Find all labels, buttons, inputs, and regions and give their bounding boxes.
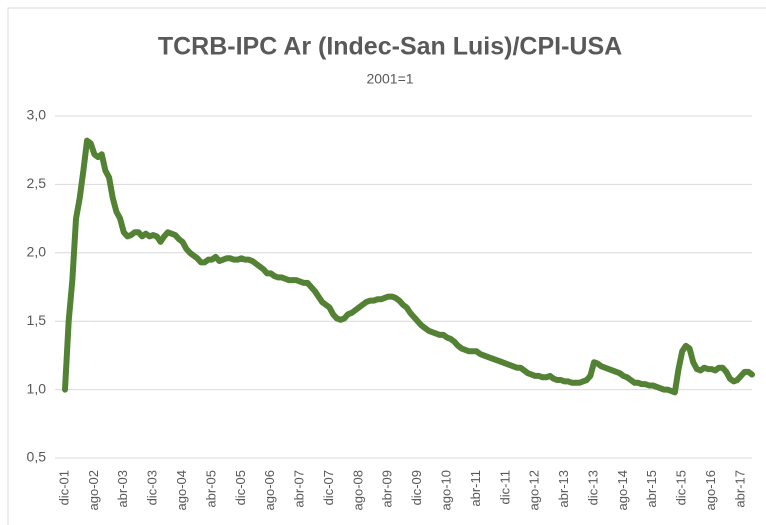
chart-title: TCRB-IPC Ar (Indec-San Luis)/CPI-USA [158, 33, 622, 61]
y-tick-label: 1,5 [27, 312, 47, 328]
x-tick-label: ago-14 [615, 470, 630, 510]
x-tick-label: ago-12 [527, 470, 542, 510]
x-tick-label: ago-10 [439, 470, 454, 510]
x-tick-label: abr-15 [644, 470, 659, 508]
y-tick-label: 3,0 [27, 107, 47, 123]
x-tick-label: abr-03 [115, 470, 130, 508]
x-tick-label: dic-01 [56, 470, 71, 505]
x-tick-label: dic-15 [674, 470, 689, 505]
x-tick-label: ago-16 [703, 470, 718, 510]
x-tick-label: ago-08 [350, 470, 365, 510]
x-tick-label: dic-13 [585, 470, 600, 505]
x-tick-label: dic-07 [321, 470, 336, 505]
x-tick-label: ago-02 [86, 470, 101, 510]
y-tick-label: 1,0 [27, 380, 47, 396]
x-tick-label: ago-04 [174, 470, 189, 510]
x-tick-label: abr-11 [468, 470, 483, 507]
y-tick-label: 2,0 [27, 244, 47, 260]
chart-frame [7, 7, 766, 525]
x-tick-label: dic-09 [409, 470, 424, 505]
line-series [62, 137, 755, 396]
y-tick-label: 0,5 [27, 449, 47, 465]
x-tick-label: abr-07 [292, 470, 307, 508]
x-tick-label: dic-11 [497, 470, 512, 504]
y-tick-label: 2,5 [27, 175, 47, 191]
x-tick-label: ago-06 [262, 470, 277, 510]
x-tick-label: abr-05 [203, 470, 218, 508]
x-tick-label: abr-09 [380, 470, 395, 508]
x-tick-label: dic-05 [233, 470, 248, 505]
x-tick-label: dic-03 [145, 470, 160, 505]
x-tick-label: abr-17 [732, 470, 747, 508]
x-tick-label: abr-13 [556, 470, 571, 508]
chart-subtitle: 2001=1 [366, 71, 413, 87]
